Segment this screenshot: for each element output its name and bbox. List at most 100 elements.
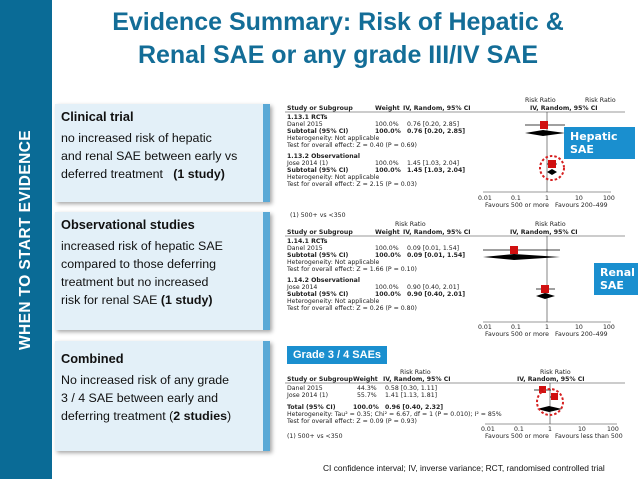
- subtotal-ci: 0.09 [0.01, 1.54]: [407, 252, 465, 259]
- subtotal-diamond: [547, 169, 557, 175]
- tick-label: 10: [575, 324, 583, 331]
- renal-sae-badge: Renal SAE: [594, 263, 638, 295]
- combined-study-count: 2 studies: [173, 409, 227, 423]
- col-study: Study or Subgroup: [287, 105, 353, 112]
- observational-box: Observational studies increased risk of …: [55, 212, 270, 330]
- rr-header-left: Risk Ratio: [400, 369, 431, 376]
- row-ci: 1.45 [1.03, 2.04]: [407, 160, 459, 167]
- tick-label: 1: [548, 426, 552, 433]
- subtotal-study: Subtotal (95% CI): [287, 167, 349, 174]
- tick-label: 0.01: [478, 195, 492, 202]
- highlight-circle: [539, 155, 565, 181]
- observational-line-2: compared to those deferring: [61, 257, 216, 271]
- subtotal-study: Subtotal (95% CI): [287, 291, 349, 298]
- heterogeneity-note: Heterogeneity: Not applicable: [287, 298, 379, 305]
- clinical-trial-heading: Clinical trial: [61, 109, 134, 124]
- row-study: Danel 2015: [287, 385, 323, 392]
- highlight-circle: [536, 388, 564, 416]
- rr-header-right: Risk Ratio: [540, 369, 571, 376]
- observational-line-3: treatment but no increased: [61, 275, 209, 289]
- row-study: Jose 2014 (1): [286, 392, 328, 399]
- renal-forest-plot: Risk Ratio Risk Ratio Study or Subgroup …: [285, 220, 638, 338]
- row-weight: 100.0%: [375, 284, 399, 291]
- observational-line-4-text: risk for renal SAE: [61, 293, 161, 307]
- observational-heading: Observational studies: [61, 217, 195, 232]
- heterogeneity-note: Heterogeneity: Not applicable: [287, 174, 379, 181]
- tick-label: 10: [575, 195, 583, 202]
- row-weight: 100.0%: [375, 121, 399, 128]
- combined-line-2: 3 / 4 SAE between early and: [61, 391, 219, 405]
- rr-header-right: Risk Ratio: [535, 221, 566, 228]
- favours-left: Favours 500 or more: [485, 331, 549, 338]
- rr-header-left: Risk Ratio: [395, 221, 426, 228]
- row-ci: 0.76 [0.20, 2.85]: [407, 121, 459, 128]
- row-ci: 0.90 [0.40, 2.01]: [407, 284, 459, 291]
- tick-label: 0.1: [511, 195, 521, 202]
- grade-forest-svg: Risk Ratio Risk Ratio Study or Subgroup …: [285, 369, 625, 440]
- col-study: Study or Subgroup: [287, 229, 353, 236]
- grade-forest-plot: Risk Ratio Risk Ratio Study or Subgroup …: [285, 368, 635, 458]
- group-1-label: 1.14.1 RCTs: [287, 238, 328, 245]
- group-2-label: 1.13.2 Observational: [287, 153, 360, 160]
- hepatic-sae-badge: Hepatic SAE: [564, 127, 635, 159]
- favours-right: Favours less than 500: [555, 433, 623, 440]
- estimate-square: [541, 285, 549, 293]
- tick-label: 0.01: [481, 426, 495, 433]
- col-weight: Weight: [353, 376, 378, 383]
- total-study: Total (95% CI): [287, 404, 336, 411]
- row-study: Jose 2014 (1): [286, 160, 328, 167]
- col-ci-right: IV, Random, 95% CI: [510, 229, 578, 236]
- subtotal-weight: 100.0%: [375, 128, 401, 135]
- row-study: Danel 2015: [287, 121, 323, 128]
- tick-label: 100: [603, 324, 615, 331]
- x-ticks: 0.01 0.1 1 10 100: [478, 324, 615, 331]
- row-ci: 1.41 [1.13, 1.81]: [385, 392, 437, 399]
- overall-effect-note: Test for overall effect: Z = 2.15 (P = 0…: [286, 181, 417, 188]
- observational-line-1: increased risk of hepatic SAE: [61, 239, 223, 253]
- favours-right: Favours 200–499: [555, 331, 608, 338]
- overall-effect-note: Test for overall effect: Z = 0.40 (P = 0…: [286, 142, 417, 149]
- overall-effect-note: Test for overall effect: Z = 0.09 (P = 0…: [286, 418, 417, 425]
- subtotal-ci: 1.45 [1.03, 2.04]: [407, 167, 465, 174]
- observational-study-count: (1 study): [160, 293, 213, 307]
- estimate-square: [548, 160, 556, 168]
- x-ticks: 0.01 0.1 1 10 100: [481, 426, 619, 433]
- row-weight: 44.3%: [357, 385, 377, 392]
- row-ci: 0.58 [0.30, 1.11]: [385, 385, 437, 392]
- col-weight: Weight: [375, 229, 400, 236]
- total-diamond: [537, 406, 562, 412]
- overall-effect-note: Test for overall effect: Z = 1.66 (P = 0…: [286, 266, 417, 273]
- clinical-line-1: no increased risk of hepatic: [61, 131, 212, 145]
- tick-label: 10: [578, 426, 586, 433]
- favours-right: Favours 200–499: [555, 202, 608, 209]
- subtotal-study: Subtotal (95% CI): [287, 252, 349, 259]
- subtotal-ci: 0.90 [0.40, 2.01]: [407, 291, 465, 298]
- sidebar-label: WHEN TO START EVIDENCE: [17, 129, 34, 351]
- group-1-label: 1.13.1 RCTs: [287, 114, 328, 121]
- row-ci: 0.09 [0.01, 1.54]: [407, 245, 459, 252]
- subtotal-weight: 100.0%: [375, 291, 401, 298]
- title-line-1: Evidence Summary: Risk of Hepatic &: [112, 8, 564, 36]
- estimate-square: [510, 246, 518, 254]
- col-ci: IV, Random, 95% CI: [403, 229, 471, 236]
- row-study: Danel 2015: [287, 245, 323, 252]
- col-ci: IV, Random, 95% CI: [403, 105, 471, 112]
- estimate-square: [540, 121, 548, 129]
- col-ci-right: IV, Random, 95% CI: [530, 105, 598, 112]
- title-line-2: Renal SAE or any grade III/IV SAE: [137, 41, 539, 69]
- subtotal-diamond: [483, 254, 560, 260]
- tick-label: 0.01: [478, 324, 492, 331]
- box-accent-bar: [263, 104, 270, 202]
- clinical-trial-box: Clinical trial no increased risk of hepa…: [55, 104, 270, 202]
- heterogeneity-note: Heterogeneity: Tau² = 0.35; Chi² = 6.67,…: [287, 411, 502, 418]
- hepatic-forest-plot: Risk Ratio Risk Ratio Study or Subgroup …: [285, 96, 635, 216]
- favours-left: Favours 500 or more: [485, 433, 549, 440]
- row-weight: 55.7%: [357, 392, 377, 399]
- subtotal-diamond: [525, 130, 565, 136]
- subtotal-diamond: [536, 293, 555, 299]
- row-study: Jose 2014: [286, 284, 317, 291]
- box-accent-bar: [263, 212, 270, 330]
- tick-label: 1: [545, 195, 549, 202]
- estimate-square: [551, 393, 558, 400]
- subtotal-weight: 100.0%: [375, 167, 401, 174]
